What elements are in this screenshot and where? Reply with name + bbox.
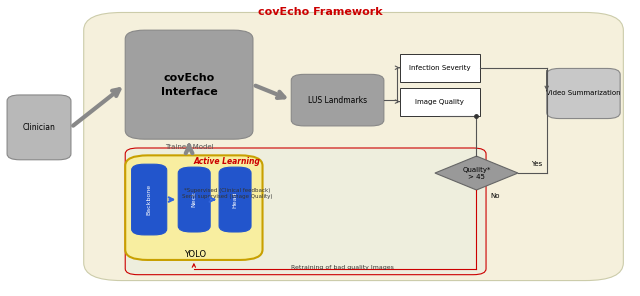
Text: No: No [491,193,500,199]
Polygon shape [435,156,518,190]
Text: LUS Landmarks: LUS Landmarks [308,96,367,104]
FancyBboxPatch shape [547,68,620,118]
FancyBboxPatch shape [400,54,479,82]
Text: Image Quality: Image Quality [415,99,464,104]
Text: Head: Head [232,191,237,208]
Text: *Supervised (Clinical feedback)
Semi supervised (Image Quality): *Supervised (Clinical feedback) Semi sup… [182,188,273,200]
Text: covEcho Framework: covEcho Framework [258,7,382,17]
FancyBboxPatch shape [125,155,262,260]
Text: Infection Severity: Infection Severity [409,65,470,71]
Text: covEcho
Interface: covEcho Interface [161,73,218,97]
FancyBboxPatch shape [125,30,253,139]
Text: Retraining of bad quality Images: Retraining of bad quality Images [291,265,394,270]
Text: Yes: Yes [531,161,543,167]
FancyBboxPatch shape [219,167,251,232]
FancyBboxPatch shape [84,12,623,281]
FancyBboxPatch shape [125,148,486,275]
FancyBboxPatch shape [400,88,479,116]
Text: Clinician: Clinician [22,123,56,132]
Text: Active Learning: Active Learning [194,157,261,166]
Text: Backbone: Backbone [147,184,152,215]
Text: Quality*
> 45: Quality* > 45 [462,167,491,180]
FancyBboxPatch shape [291,74,384,126]
FancyBboxPatch shape [7,95,71,160]
Text: Trained Model: Trained Model [164,144,213,149]
Text: YOLO: YOLO [184,250,207,259]
Text: Neck: Neck [192,192,196,207]
Text: Video Summarization: Video Summarization [546,91,621,96]
FancyBboxPatch shape [178,167,210,232]
FancyBboxPatch shape [132,164,167,235]
